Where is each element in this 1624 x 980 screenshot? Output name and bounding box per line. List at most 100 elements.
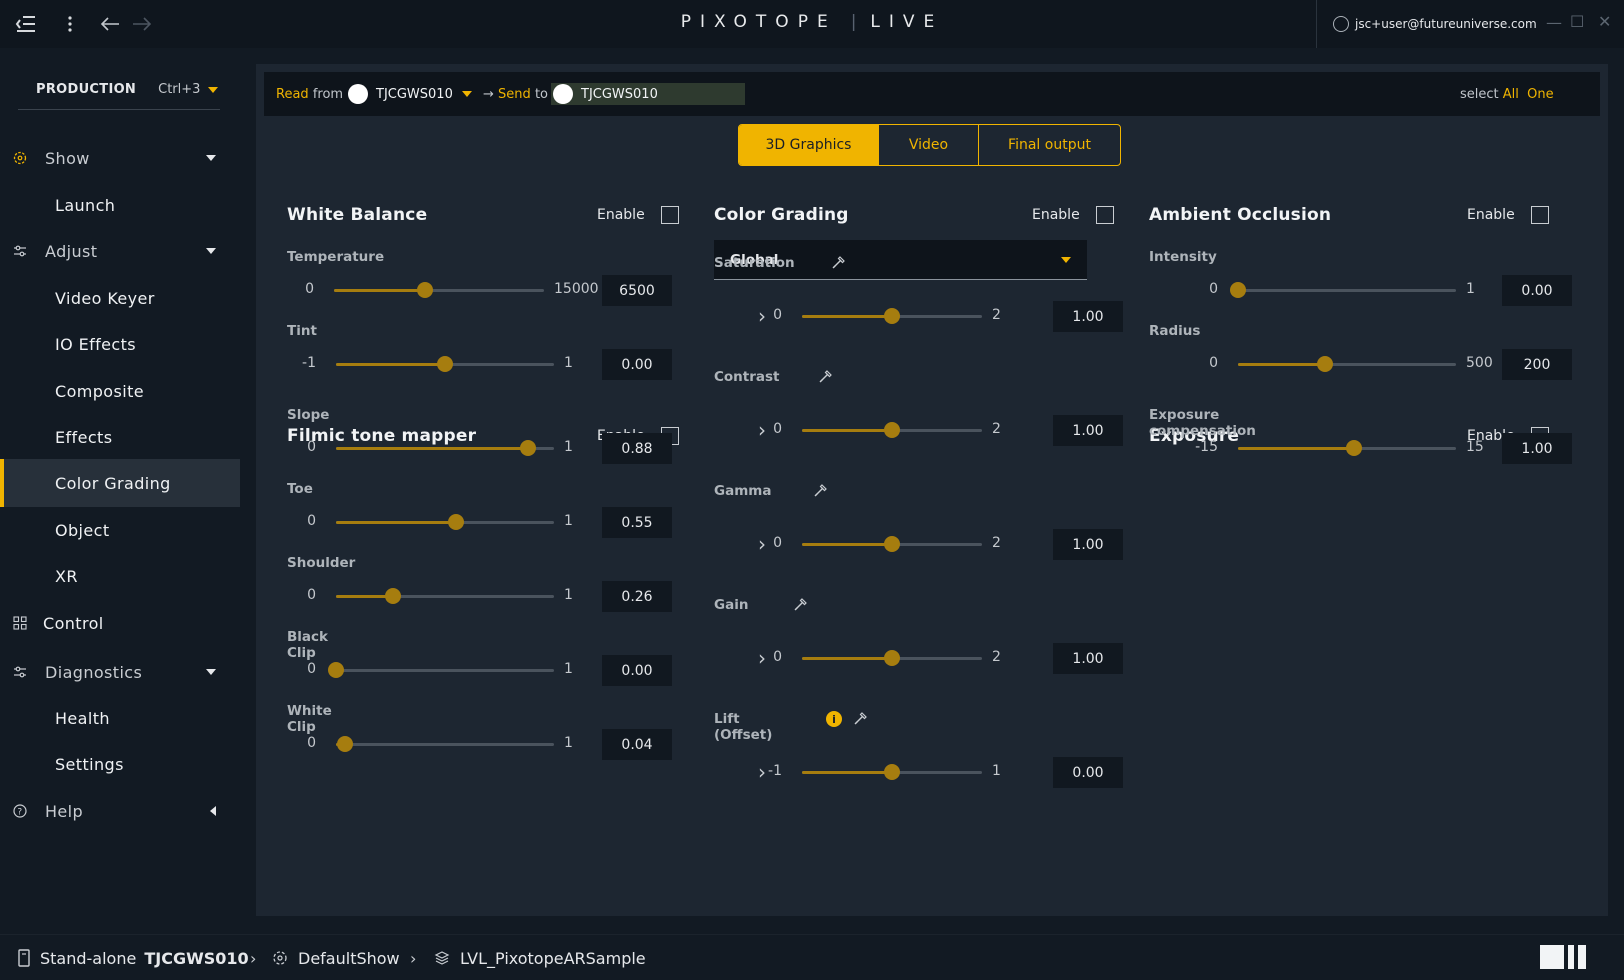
sidebar-item-composite[interactable]: Composite [0, 367, 240, 415]
slider-thumb[interactable] [884, 422, 900, 438]
minimize-icon[interactable]: — [1546, 13, 1562, 32]
sidebar-item-video-keyer[interactable]: Video Keyer [0, 274, 240, 322]
sidebar-item-show[interactable]: Show [0, 134, 240, 182]
value-input[interactable]: 0.55 [602, 507, 672, 538]
tab-final-output[interactable]: Final output [1008, 137, 1091, 153]
slider-track[interactable] [802, 308, 982, 324]
slider-track[interactable] [336, 514, 554, 530]
slider-thumb[interactable] [384, 588, 401, 604]
forward-arrow-icon[interactable] [128, 10, 156, 38]
eyedropper-icon[interactable] [830, 253, 848, 271]
slider-track[interactable] [336, 736, 554, 752]
slider-thumb[interactable] [328, 662, 344, 678]
slider-track[interactable] [334, 282, 544, 298]
value-input[interactable]: 1.00 [1053, 529, 1123, 560]
layout-toggle[interactable] [1540, 945, 1586, 969]
sidebar-item-object[interactable]: Object [0, 506, 240, 554]
sidebar-item-control[interactable]: Control [0, 599, 240, 647]
value-input[interactable]: 0.00 [1053, 757, 1123, 788]
sidebar-item-diagnostics[interactable]: Diagnostics [0, 648, 240, 696]
slider-track[interactable] [336, 588, 554, 604]
slider-track[interactable] [336, 356, 554, 372]
eyedropper-icon[interactable] [812, 481, 830, 499]
info-icon[interactable]: i [826, 711, 842, 727]
enable-checkbox[interactable] [660, 206, 679, 224]
enable-checkbox[interactable] [1095, 206, 1114, 224]
split-pane-icon[interactable] [1578, 945, 1586, 969]
expand-chevron-icon[interactable]: › [758, 418, 766, 442]
slider-thumb[interactable] [1230, 282, 1246, 298]
show-breadcrumb[interactable]: DefaultShow [272, 935, 400, 980]
slider-track[interactable] [336, 440, 554, 456]
select-all-link[interactable]: All [1502, 86, 1519, 102]
enable-checkbox[interactable] [1530, 206, 1549, 224]
collapse-sidebar-icon[interactable] [12, 10, 40, 38]
value-input[interactable]: 0.88 [602, 433, 672, 464]
level-breadcrumb[interactable]: LVL_PixotopeARSample [434, 935, 646, 980]
slider-track[interactable] [328, 662, 554, 678]
value-input[interactable]: 1.00 [1502, 433, 1572, 464]
expand-chevron-icon[interactable]: › [758, 646, 766, 670]
slider-thumb[interactable] [437, 356, 453, 372]
sidebar-item-xr[interactable]: XR [0, 552, 240, 600]
expand-chevron-icon[interactable]: › [758, 532, 766, 556]
send-target-field[interactable]: TJCGWS010 [551, 83, 745, 105]
expand-chevron-icon[interactable]: › [758, 304, 766, 328]
sidebar-item-adjust[interactable]: Adjust [0, 227, 240, 275]
slider-thumb[interactable] [884, 308, 900, 324]
sidebar-item-health[interactable]: Health [0, 694, 240, 742]
white-balance-enable[interactable]: Enable [597, 206, 679, 224]
expand-chevron-icon[interactable]: › [758, 760, 766, 784]
value-input[interactable]: 0.26 [602, 581, 672, 612]
slider-track[interactable] [802, 764, 982, 780]
sidebar-item-settings[interactable]: Settings [0, 740, 240, 788]
eyedropper-icon[interactable] [817, 367, 835, 385]
slider-thumb[interactable] [336, 736, 353, 752]
user-account[interactable]: jsc+user@futureuniverse.com [1316, 0, 1537, 48]
value-input[interactable]: 1.00 [1053, 643, 1123, 674]
value-input[interactable]: 6500 [602, 275, 672, 306]
sidebar-item-io-effects[interactable]: IO Effects [0, 320, 240, 368]
sidebar-item-launch[interactable]: Launch [0, 181, 240, 229]
slider-thumb[interactable] [416, 282, 433, 298]
eyedropper-icon[interactable] [852, 709, 870, 727]
sidebar-item-color-grading[interactable]: Color Grading [0, 459, 240, 507]
slider-track[interactable] [1238, 440, 1456, 456]
slider-track[interactable] [802, 650, 982, 666]
slider-track[interactable] [802, 422, 982, 438]
sidebar-item-help[interactable]: ? Help [0, 787, 240, 835]
more-menu-icon[interactable] [56, 10, 84, 38]
single-pane-icon[interactable] [1540, 945, 1564, 969]
production-selector[interactable]: PRODUCTION Ctrl+3 [18, 70, 220, 110]
slider-track[interactable] [802, 536, 982, 552]
select-one-link[interactable]: One [1527, 86, 1554, 102]
color-grading-enable[interactable]: Enable [1032, 206, 1114, 224]
value-input[interactable]: 200 [1502, 349, 1572, 380]
value-input[interactable]: 1.00 [1053, 301, 1123, 332]
value-input[interactable]: 0.00 [602, 349, 672, 380]
slider-thumb[interactable] [884, 536, 900, 552]
split-pane-icon[interactable] [1568, 945, 1574, 969]
slider-thumb[interactable] [447, 514, 464, 530]
slider-thumb[interactable] [884, 764, 900, 780]
close-icon[interactable]: ✕ [1598, 12, 1612, 31]
slider-track[interactable] [1238, 356, 1456, 372]
tab-video[interactable]: Video [879, 125, 979, 165]
grading-scope-select[interactable]: Global [714, 240, 1087, 280]
back-arrow-icon[interactable] [96, 10, 124, 38]
slider-thumb[interactable] [884, 650, 900, 666]
eyedropper-icon[interactable] [792, 595, 810, 613]
sidebar-item-effects[interactable]: Effects [0, 413, 240, 461]
ambient-occlusion-enable[interactable]: Enable [1467, 206, 1549, 224]
value-input[interactable]: 0.00 [1502, 275, 1572, 306]
slider-thumb[interactable] [519, 440, 536, 456]
value-input[interactable]: 0.04 [602, 729, 672, 760]
value-input[interactable]: 0.00 [602, 655, 672, 686]
value-input[interactable]: 1.00 [1053, 415, 1123, 446]
maximize-icon[interactable]: ☐ [1570, 12, 1585, 31]
slider-thumb[interactable] [1346, 440, 1363, 456]
tab-3d-graphics[interactable]: 3D Graphics [739, 125, 879, 165]
read-machine-selector[interactable]: TJCGWS010 [348, 72, 472, 116]
slider-thumb[interactable] [1317, 356, 1334, 372]
slider-track[interactable] [1230, 282, 1456, 298]
